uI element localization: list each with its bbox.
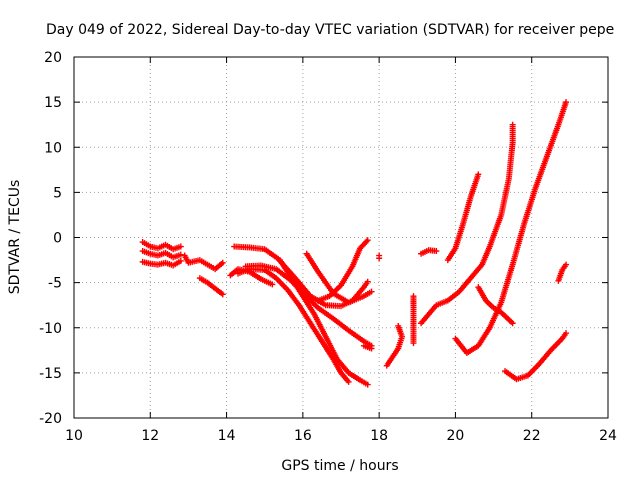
y-tick-label: 10 [44, 140, 62, 156]
x-tick-label: 12 [141, 428, 159, 444]
y-tick-label: 0 [53, 231, 62, 247]
data-track [444, 171, 482, 264]
y-tick-label: -5 [48, 276, 62, 292]
x-tick-label: 22 [523, 428, 541, 444]
data-point [475, 171, 482, 178]
data-point [563, 330, 570, 337]
data-point [563, 261, 570, 268]
data-track [139, 257, 184, 269]
data-point [360, 342, 367, 349]
data-track [418, 247, 440, 257]
data-point [395, 322, 402, 329]
data-point [219, 291, 226, 298]
data-track [139, 239, 184, 253]
data-point [269, 281, 276, 288]
x-tick-label: 18 [370, 428, 388, 444]
data-track [502, 330, 570, 383]
data-track [139, 248, 184, 261]
data-track [418, 121, 516, 327]
data-track [376, 252, 383, 262]
data-track [227, 266, 276, 288]
data-point [177, 243, 184, 250]
data-point [368, 288, 375, 295]
data-track [315, 237, 371, 304]
data-point [364, 278, 371, 285]
data-point [177, 257, 184, 264]
data-point [433, 248, 440, 255]
data-track [196, 275, 226, 298]
data-point [509, 121, 516, 128]
data-point [219, 259, 226, 266]
y-tick-label: -10 [39, 321, 62, 337]
data-track [231, 243, 371, 388]
y-tick-label: -20 [39, 411, 62, 427]
data-track [303, 250, 375, 306]
x-tick-label: 10 [65, 428, 83, 444]
y-tick-label: -15 [39, 366, 62, 382]
data-track [555, 261, 570, 284]
y-tick-label: 20 [44, 50, 62, 66]
y-axis-label: SDTVAR / TECUs [7, 180, 23, 295]
x-tick-label: 24 [599, 428, 617, 444]
data-point [364, 381, 371, 388]
data-track [475, 284, 516, 327]
data-point [364, 237, 371, 244]
x-axis-label: GPS time / hours [281, 458, 398, 474]
plot-frame [73, 56, 609, 419]
data-track [181, 252, 226, 273]
data-points [139, 99, 570, 388]
data-point [177, 251, 184, 258]
data-point [376, 255, 383, 262]
data-point [345, 378, 352, 385]
axis-ticks: 10 12 14 16 18 20 22 24 20 15 10 5 0 -5 -10 -15 -20 [39, 50, 617, 444]
data-track [452, 99, 570, 357]
data-track [360, 342, 375, 352]
x-tick-label: 16 [294, 428, 312, 444]
y-tick-label: 5 [53, 185, 62, 201]
data-track [383, 322, 406, 369]
data-track [242, 262, 375, 349]
x-tick-label: 20 [447, 428, 465, 444]
data-point [410, 340, 417, 347]
chart-title: Day 049 of 2022, Sidereal Day-to-day VTE… [46, 22, 614, 38]
x-tick-label: 14 [218, 428, 236, 444]
data-track [410, 293, 417, 347]
data-point [509, 320, 516, 327]
y-tick-label: 15 [44, 95, 62, 111]
data-point [563, 99, 570, 106]
